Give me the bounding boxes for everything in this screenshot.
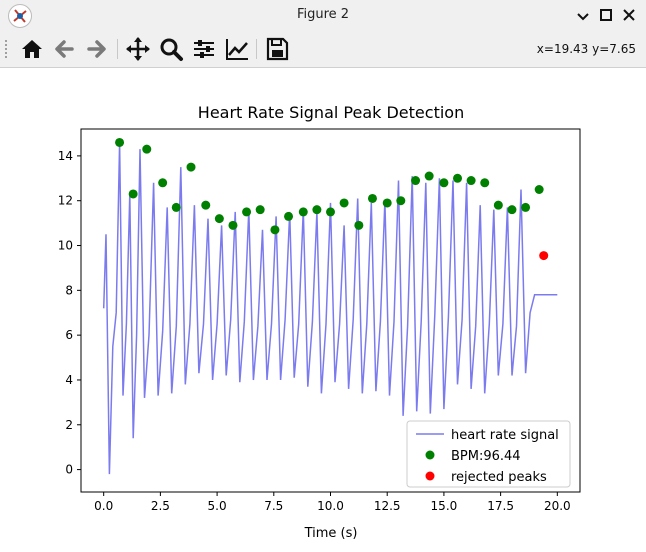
bpm-peak-point bbox=[270, 225, 280, 235]
forward-button[interactable] bbox=[83, 35, 111, 63]
legend-label: rejected peaks bbox=[451, 470, 547, 485]
bpm-peak-point bbox=[507, 205, 517, 215]
bpm-peak-point bbox=[424, 171, 434, 181]
bpm-peak-point bbox=[312, 205, 322, 215]
title-bar: Figure 2 bbox=[0, 0, 646, 31]
bpm-peak-point bbox=[115, 137, 125, 147]
legend-dot-marker bbox=[425, 471, 435, 481]
x-tick-label: 10.0 bbox=[317, 499, 344, 513]
bpm-peak-point bbox=[326, 207, 335, 217]
minimize-icon bbox=[577, 13, 589, 21]
home-button[interactable] bbox=[18, 35, 46, 63]
legend[interactable]: heart rate signal BPM:96.44 rejected peaks bbox=[406, 420, 571, 488]
bpm-peak-point bbox=[466, 176, 476, 186]
bpm-peak-point bbox=[354, 220, 364, 230]
x-tick-label: 12.5 bbox=[374, 499, 401, 513]
cursor-coordinates: x=19.43 y=7.65 bbox=[536, 42, 636, 56]
series-line-heart-rate-signal bbox=[102, 142, 558, 475]
bpm-peak-point bbox=[396, 196, 406, 206]
bpm-peak-point bbox=[186, 162, 196, 172]
legend-box bbox=[406, 420, 571, 488]
move-icon bbox=[126, 37, 150, 61]
edit-axes-button[interactable] bbox=[223, 35, 251, 63]
configure-subplots-button[interactable] bbox=[190, 35, 218, 63]
maximize-icon bbox=[600, 9, 612, 21]
x-tick-label: 15.0 bbox=[431, 499, 458, 513]
y-tick-label: 6 bbox=[65, 328, 73, 342]
pan-button[interactable] bbox=[124, 35, 152, 63]
app-icon bbox=[8, 4, 32, 28]
chart-svg[interactable]: Heart Rate Signal Peak Detection Time (s… bbox=[0, 68, 646, 552]
close-button[interactable] bbox=[620, 6, 638, 24]
rejected-peak-point bbox=[539, 251, 549, 261]
zoom-button[interactable] bbox=[157, 35, 185, 63]
bpm-peak-point bbox=[201, 200, 211, 210]
x-tick-label: 7.5 bbox=[264, 499, 283, 513]
bpm-peak-point bbox=[128, 189, 138, 199]
bpm-peak-point bbox=[382, 198, 392, 208]
back-arrow-icon bbox=[55, 40, 74, 58]
sliders-icon bbox=[194, 40, 214, 58]
toolbar-separator bbox=[117, 39, 118, 59]
bpm-peak-point bbox=[411, 176, 421, 186]
bpm-peak-point bbox=[534, 185, 544, 194]
y-tick-label: 14 bbox=[58, 149, 73, 163]
line-chart-icon bbox=[226, 39, 248, 60]
bpm-peak-point bbox=[298, 207, 308, 217]
bpm-peak-point bbox=[493, 200, 503, 210]
bpm-peak-point bbox=[521, 202, 531, 212]
bpm-peak-point bbox=[453, 173, 463, 183]
maximize-button[interactable] bbox=[597, 6, 615, 24]
magnifier-icon bbox=[160, 38, 183, 61]
x-tick-label: 17.5 bbox=[487, 499, 514, 513]
y-tick-label: 4 bbox=[65, 373, 73, 387]
bpm-peak-point bbox=[339, 198, 349, 208]
home-icon bbox=[22, 40, 42, 58]
toolbar-separator bbox=[256, 39, 257, 59]
forward-arrow-icon bbox=[87, 40, 106, 58]
bpm-peak-point bbox=[480, 178, 490, 188]
x-tick-label: 20.0 bbox=[544, 499, 571, 513]
y-tick-label: 2 bbox=[65, 418, 73, 432]
bpm-peak-point bbox=[228, 220, 238, 230]
x-tick-label: 2.5 bbox=[151, 499, 170, 513]
bpm-peak-point bbox=[367, 193, 377, 203]
bpm-peak-point bbox=[142, 144, 152, 154]
toolbar-grip[interactable] bbox=[4, 39, 8, 59]
x-tick-label: 5.0 bbox=[208, 499, 227, 513]
back-button[interactable] bbox=[50, 35, 78, 63]
legend-label: heart rate signal bbox=[451, 428, 559, 443]
x-axis-label: Time (s) bbox=[304, 526, 358, 541]
minimize-button[interactable] bbox=[574, 6, 592, 24]
window-title: Figure 2 bbox=[296, 7, 350, 22]
bpm-peak-point bbox=[284, 211, 294, 221]
y-tick-label: 0 bbox=[65, 463, 73, 477]
toolbar: x=19.43 y=7.65 bbox=[0, 31, 646, 68]
chart-title: Heart Rate Signal Peak Detection bbox=[198, 103, 464, 122]
x-tick-label: 0.0 bbox=[94, 499, 113, 513]
bpm-peak-point bbox=[158, 178, 168, 188]
bpm-peak-point bbox=[171, 202, 181, 212]
legend-dot-marker bbox=[425, 450, 435, 460]
save-button[interactable] bbox=[263, 35, 291, 63]
close-icon bbox=[623, 9, 635, 21]
y-tick-label: 10 bbox=[58, 239, 73, 253]
legend-label: BPM:96.44 bbox=[451, 449, 521, 464]
figure-canvas[interactable]: Heart Rate Signal Peak Detection Time (s… bbox=[0, 68, 646, 552]
bpm-peak-point bbox=[242, 207, 252, 217]
bpm-peak-point bbox=[214, 214, 224, 224]
y-tick-label: 8 bbox=[65, 283, 73, 297]
bpm-peak-point bbox=[439, 178, 449, 188]
bpm-peak-point bbox=[255, 205, 265, 215]
y-tick-label: 12 bbox=[58, 194, 73, 208]
floppy-disk-icon bbox=[266, 37, 289, 61]
